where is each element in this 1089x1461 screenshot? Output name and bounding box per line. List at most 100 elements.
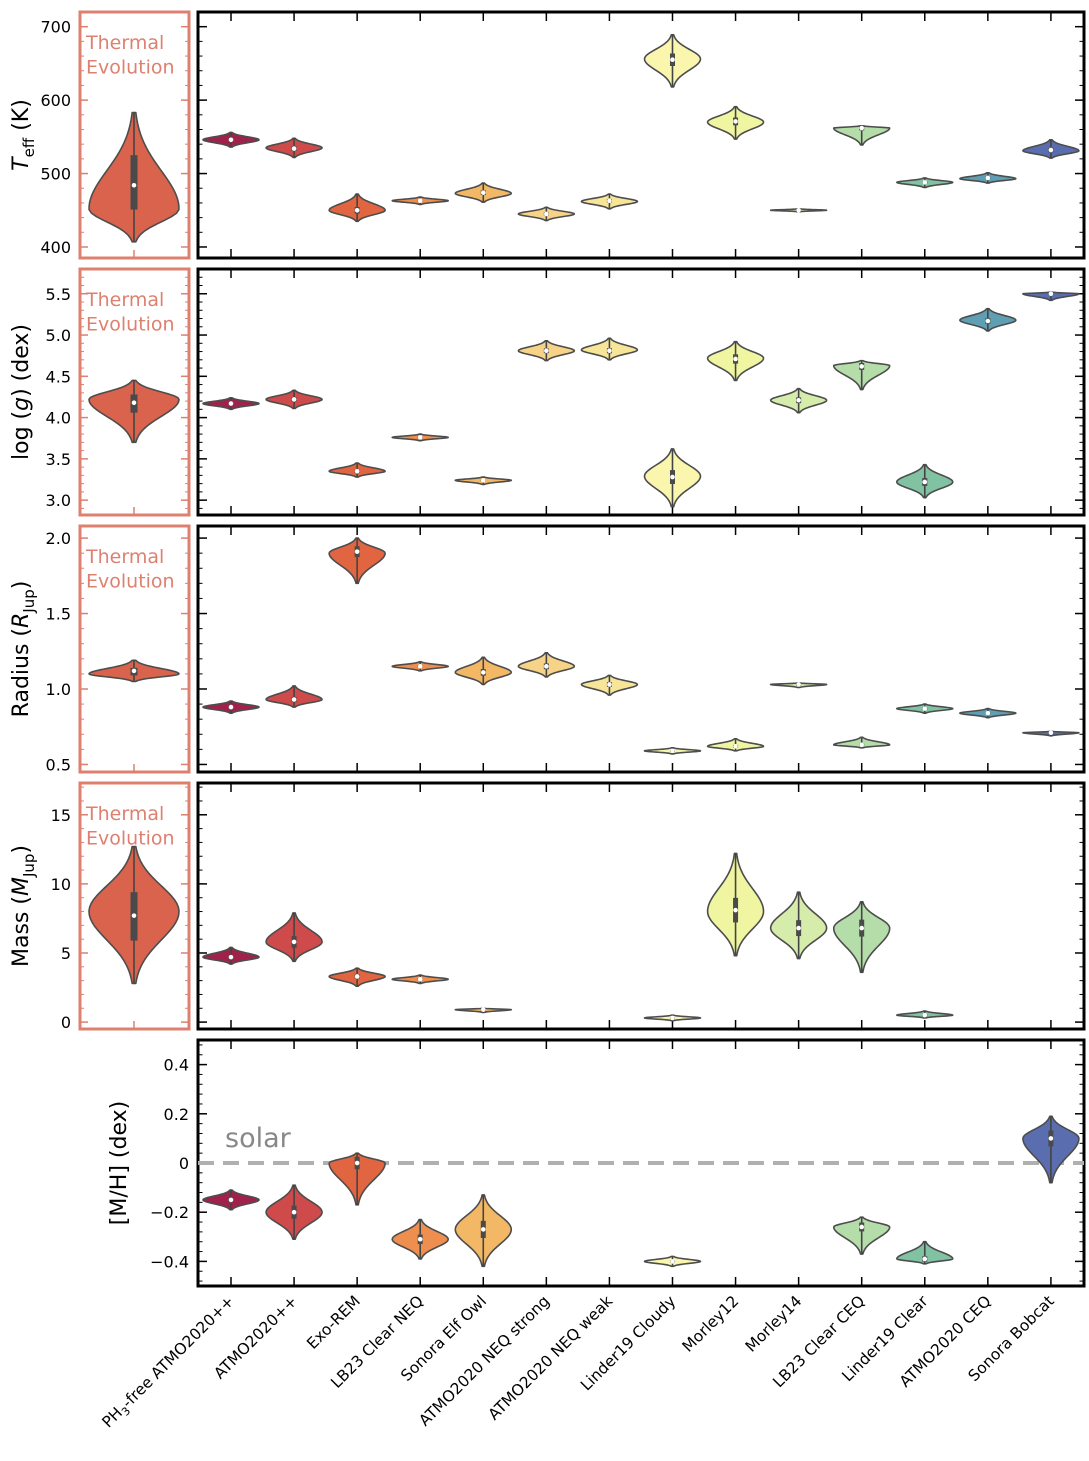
thermal-violin: [88, 845, 180, 985]
model-tick-label-main: Morley14: [742, 1292, 806, 1356]
violin-metallicity-4-median-dot: [480, 1227, 486, 1232]
ylabel-part: [M/H] (dex): [107, 1101, 132, 1225]
violin-teff-13: [1022, 138, 1080, 159]
violin-mass-7: [643, 1014, 702, 1022]
violin-teff-4-median-dot: [480, 190, 486, 195]
violin-radius-4-median-dot: [480, 670, 486, 675]
violin-teff-3-median-dot: [417, 198, 423, 204]
model-tick-label-main: Exo-REM: [303, 1292, 364, 1353]
violin-logg-9-median-dot: [796, 397, 801, 403]
ytick-label: 0: [179, 1154, 189, 1173]
violin-metallicity-3: [391, 1218, 450, 1260]
model-tick-label: Morley14: [742, 1292, 806, 1356]
panel-teff-thermal-evolution: Thermal Evolution: [78, 10, 191, 260]
thermal-evolution-label: Evolution: [86, 828, 175, 850]
violin-logg-13: [1022, 291, 1080, 302]
violin-metallicity-7-median-dot: [670, 1259, 675, 1264]
panel-mass-thermal-evolution: Thermal Evolution: [78, 781, 191, 1031]
violin-metallicity-0: [202, 1189, 260, 1211]
ytick-label: 1.0: [46, 680, 71, 699]
ylabel-italic: g: [9, 397, 34, 411]
violin-radius-10: [832, 736, 891, 749]
violin-teff-12-median-dot: [985, 175, 991, 181]
violin-radius-1-median-dot: [291, 697, 297, 702]
violin-metallicity-1: [265, 1184, 323, 1241]
violin-teff-11: [896, 177, 954, 189]
panel-radius-ylabel: Radius (RJup): [9, 581, 38, 718]
violin-metallicity-0-median-dot: [228, 1197, 234, 1203]
violin-mass-0: [202, 946, 260, 965]
thermal-violin-iqr-box: [130, 155, 138, 210]
violin-radius-8: [706, 738, 765, 752]
violin-metallicity-10-median-dot: [859, 1224, 864, 1230]
violin-mass-9-median-dot: [796, 925, 801, 931]
violin-radius-2-median-dot: [354, 549, 360, 554]
panel-teff-ytick-labels: 400 500 600 700: [40, 18, 71, 257]
violin-teff-5: [517, 206, 576, 222]
thermal-violin: [88, 379, 180, 444]
violin-teff-9-median-dot: [796, 207, 801, 213]
axes-frame: [196, 267, 1086, 517]
ylabel-part: Radius (: [9, 628, 34, 717]
violin-radius-3-median-dot: [417, 664, 423, 669]
thermal-evolution-label: Evolution: [86, 571, 175, 593]
panel-logg: 3.0 3.5 4.0 4.5 5.0 5.5 log (g) (dex) Thermal Ev…: [9, 267, 1086, 517]
violin-radius-5: [517, 651, 576, 678]
thermal-violin-median-dot: [131, 668, 137, 674]
solar-label: solar: [225, 1123, 292, 1154]
violin-logg-7: [643, 448, 702, 508]
violin-logg-5-median-dot: [544, 348, 549, 354]
violin-metallicity-11: [895, 1240, 954, 1265]
model-tick-label-tail: -free ATMO2020++: [118, 1292, 237, 1411]
violin-logg-4-median-dot: [480, 478, 486, 483]
violin-mass-10: [832, 901, 891, 974]
panel-mass-ytick-labels: 0 5 10 15: [51, 806, 71, 1032]
ytick-label: 10: [51, 875, 71, 894]
violin-mass-2: [328, 967, 386, 987]
violin-logg-5: [517, 340, 576, 362]
ylabel-italic: M: [9, 877, 34, 896]
ylabel-tail: ) (dex): [9, 324, 34, 397]
violin-logg-6: [580, 337, 639, 361]
violin-metallicity-13: [1022, 1115, 1080, 1184]
violin-logg-1: [265, 389, 323, 410]
panel-mass-ylabel: Mass (MJup): [9, 845, 38, 967]
violin-teff-12: [959, 172, 1017, 184]
violin-logg-8-median-dot: [733, 356, 738, 362]
thermal-violin-median-dot: [131, 400, 137, 406]
thermal-violin: [88, 659, 180, 683]
violin-radius-3: [391, 661, 450, 672]
violin-teff-11-median-dot: [922, 180, 928, 185]
thermal-violin: [88, 111, 180, 243]
violin-teff-0-median-dot: [228, 137, 234, 143]
violin-mass-1-median-dot: [291, 939, 297, 945]
panel-mass: 0 5 10 15 Mass (MJup) Thermal Evolution: [9, 781, 1086, 1032]
violin-radius-6: [580, 674, 639, 696]
violin-metallicity-1-median-dot: [291, 1209, 297, 1215]
violin-mass-10-median-dot: [859, 925, 864, 931]
violin-logg-2: [328, 462, 386, 478]
ytick-label: 3.5: [46, 450, 71, 469]
violin-teff-1: [265, 137, 323, 159]
model-tick-label: ATMO2020 NEQ weak: [485, 1292, 617, 1424]
ytick-label: 5.5: [46, 285, 71, 304]
violin-logg-0-median-dot: [228, 401, 234, 406]
violin-radius-12-median-dot: [985, 710, 991, 716]
panel-logg-thermal-evolution: Thermal Evolution: [78, 267, 191, 517]
violin-logg-10-median-dot: [859, 364, 864, 369]
violin-mass-11: [896, 1010, 954, 1019]
axes-frame: [196, 10, 1086, 260]
violin-teff-13-median-dot: [1048, 147, 1054, 153]
violin-mass-4-median-dot: [480, 1007, 486, 1012]
ylabel-italic: R: [9, 613, 34, 628]
thermal-evolution-label: Thermal: [85, 32, 164, 54]
violin-teff-6: [580, 193, 639, 210]
ytick-label: 2.0: [46, 529, 71, 548]
model-tick-label-main: ATMO2020 NEQ strong: [416, 1292, 554, 1430]
ytick-label: 4.5: [46, 367, 71, 386]
ylabel-subscript: eff: [20, 137, 38, 157]
violin-radius-11: [895, 703, 954, 714]
ylabel-subscript: Jup: [20, 854, 38, 878]
panel-logg-ytick-labels: 3.0 3.5 4.0 4.5 5.0 5.5: [46, 285, 71, 510]
ytick-label: 700: [40, 18, 71, 37]
